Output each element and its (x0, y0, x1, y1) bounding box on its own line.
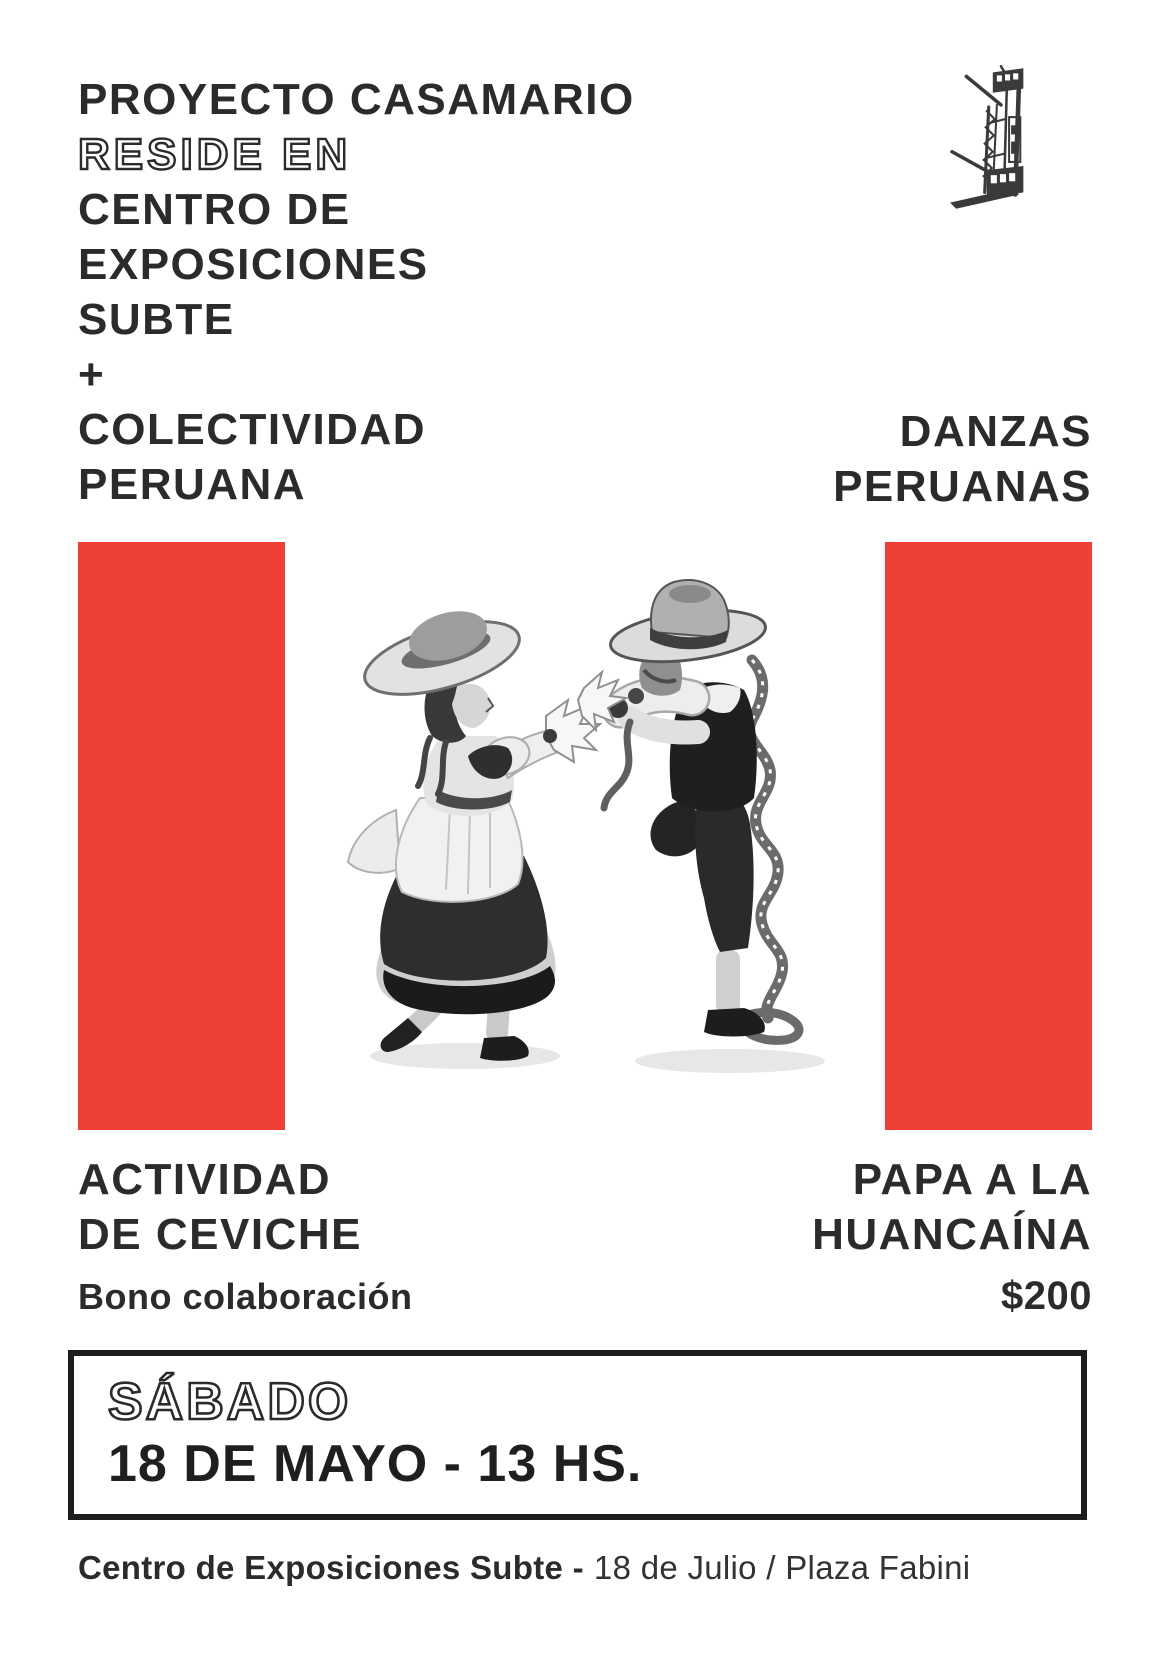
boy-dancer (576, 579, 804, 1045)
price-label: $200 (1001, 1274, 1092, 1318)
event-datetime: 18 DE MAYO - 13 HS. (108, 1435, 643, 1493)
casamario-tower-logo-icon (950, 64, 1024, 209)
red-bar-left (78, 542, 285, 1130)
girl-dancer (346, 611, 603, 1061)
footer-location: 18 de Julio / Plaza Fabini (593, 1549, 971, 1586)
peruanas-line: PERUANAS (833, 462, 1092, 511)
danzas-line: DANZAS (899, 407, 1092, 456)
red-bar-right (885, 542, 1092, 1130)
activity-line-2: DE CEVICHE (78, 1210, 362, 1259)
footer-address: Centro de Exposiciones Subte -18 de Juli… (78, 1548, 970, 1588)
venue-line-1: CENTRO DE (78, 185, 351, 234)
header-block: PROYECTO CASAMARIO RESIDE EN CENTRO DE E… (77, 72, 635, 512)
bono-colaboracion-note: Bono colaboración (78, 1276, 413, 1317)
activity-line-1: ACTIVIDAD (78, 1155, 332, 1204)
peruvian-folk-dancers-illustration (346, 579, 825, 1073)
activity-ceviche-block: ACTIVIDAD DE CEVICHE Bono colaboración (78, 1152, 413, 1318)
event-date-box: SÁBADO 18 DE MAYO - 13 HS. (68, 1350, 1087, 1520)
papa-line-1: PAPA A LA (852, 1155, 1092, 1204)
venue-line-3: SUBTE (78, 295, 235, 344)
footer-venue: Centro de Exposiciones Subte - (78, 1549, 584, 1586)
collective-line-2: PERUANA (78, 460, 307, 509)
papa-huancaina-block: PAPA A LA HUANCAÍNA $200 (812, 1152, 1092, 1319)
event-day-outline-text: SÁBADO (107, 1372, 352, 1433)
papa-line-2: HUANCAÍNA (812, 1210, 1092, 1259)
danzas-peruanas-title: DANZAS PERUANAS (833, 404, 1092, 514)
boy-shadow (635, 1049, 825, 1073)
reside-en-outline-text: RESIDE EN (77, 129, 352, 180)
project-title: PROYECTO CASAMARIO (78, 75, 635, 124)
venue-line-2: EXPOSICIONES (78, 240, 429, 289)
collective-line-1: COLECTIVIDAD (78, 405, 426, 454)
plus-sign: + (78, 350, 106, 399)
